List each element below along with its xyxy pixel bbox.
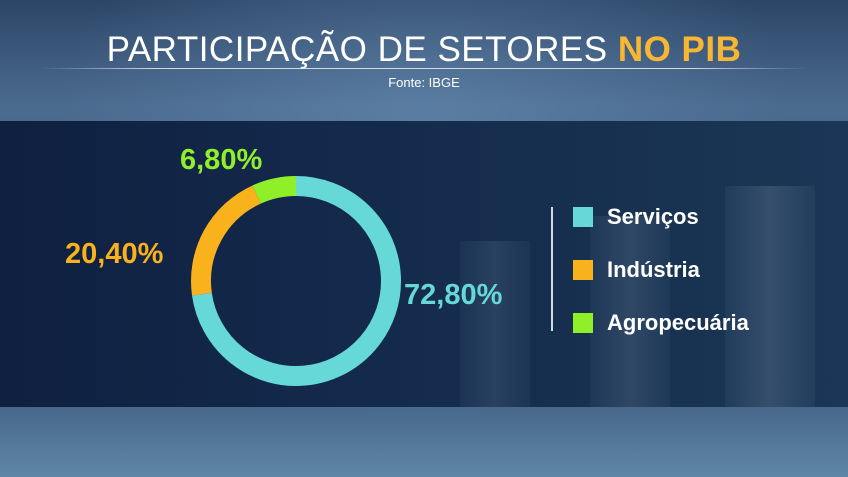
title-highlight: NO PIB [617, 30, 742, 69]
legend-label-agropecuaria: Agropecuária [607, 310, 749, 335]
donut-slice-servicos [192, 176, 401, 386]
title-main: PARTICIPAÇÃO DE SETORES [106, 30, 608, 69]
donut-slice-agropecuaria [252, 176, 297, 204]
title-divider [40, 68, 808, 69]
data-label-industria: 20,40% [65, 238, 164, 270]
data-label-agropecuaria: 6,80% [180, 144, 263, 176]
legend-swatch-agropecuaria [573, 313, 593, 333]
chart-panel [0, 121, 848, 407]
page-title: PARTICIPAÇÃO DE SETORES NO PIB [0, 30, 848, 70]
legend-swatch-industria [573, 260, 593, 280]
legend-swatch-servicos [573, 207, 593, 227]
coins-background-image [460, 186, 815, 407]
legend-label-industria: Indústria [607, 257, 700, 282]
source-label: Fonte: IBGE [388, 75, 460, 90]
legend-divider [551, 207, 553, 331]
legend-label-servicos: Serviços [607, 204, 699, 229]
data-label-servicos: 72,80% [404, 279, 503, 311]
donut-slice-industria [191, 185, 262, 296]
